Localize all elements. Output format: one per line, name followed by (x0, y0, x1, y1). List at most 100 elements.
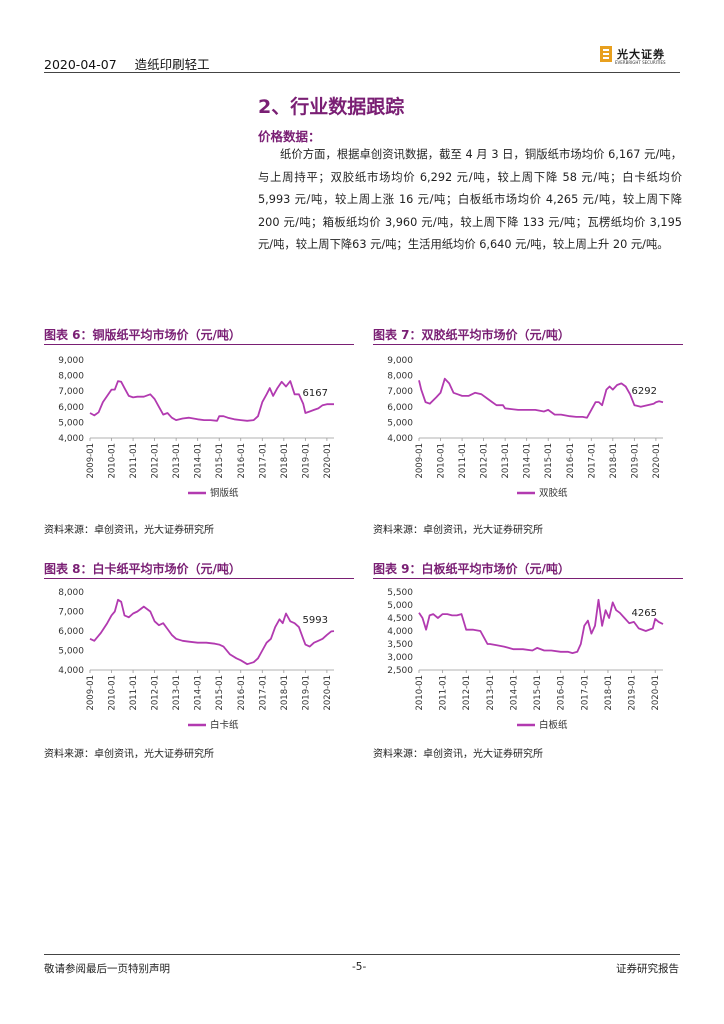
figure-6-rule (44, 344, 354, 345)
figure-7-source: 资料来源：卓创资讯，光大证券研究所 (373, 525, 543, 536)
chart-7-svg: 4,000 5,000 6,000 7,000 8,000 9,000 2009-01 201… (387, 356, 664, 499)
y-tick-label: 4,000 (387, 434, 413, 444)
figure-9-rule (373, 578, 683, 579)
page-header: 2020-04-07 造纸印刷轻工 (44, 54, 210, 73)
x-tick-label: 2014-01 (523, 443, 533, 479)
figure-7-rule (373, 344, 683, 345)
y-tick-label: 7,000 (58, 387, 84, 397)
figure-7-title: 图表 7：双胶纸平均市场价（元/吨） (373, 328, 570, 342)
y-tick-label: 4,000 (58, 434, 84, 444)
y-tick-label: 8,000 (58, 372, 84, 382)
footer-disclaimer: 敬请参阅最后一页特别声明 (44, 963, 170, 975)
x-tick-label: 2012-01 (462, 675, 472, 711)
logo-text: 光大证券 (617, 48, 665, 61)
x-tick-label: 2015-01 (544, 443, 554, 479)
x-tick-label: 2015-01 (215, 675, 225, 711)
figure-6-title: 图表 6：铜版纸平均市场价（元/吨） (44, 328, 241, 342)
x-tick-label: 2019-01 (301, 443, 311, 479)
page-number: -5- (352, 961, 367, 973)
series-line (89, 380, 334, 422)
x-tick-label: 2017-01 (587, 443, 597, 479)
y-tick-label: 9,000 (387, 356, 413, 366)
x-tick-label: 2020-01 (651, 675, 661, 711)
chart-8-svg: 4,000 5,000 6,000 7,000 8,000 2009-01 2010-01 2… (58, 588, 335, 731)
series-line (418, 377, 664, 419)
y-tick-label: 3,500 (387, 640, 413, 650)
end-value-label: 6167 (303, 388, 328, 399)
report-date: 2020-04-07 (44, 57, 117, 72)
x-tick-label: 2009-01 (86, 675, 96, 711)
y-tick-label: 4,000 (387, 627, 413, 637)
x-tick-label: 2018-01 (280, 675, 290, 711)
section-title: 2、行业数据跟踪 (258, 96, 405, 118)
legend-label: 双胶纸 (539, 487, 568, 499)
figure-8-rule (44, 578, 354, 579)
y-tick-label: 8,000 (387, 372, 413, 382)
series-line (89, 598, 335, 666)
company-logo: 光大证券 EVERBRIGHT SECURITIES (600, 46, 682, 66)
x-tick-label: 2011-01 (458, 443, 468, 479)
chart-9: 2,500 3,000 3,500 4,000 4,500 5,000 5,500 2010-… (373, 582, 683, 746)
y-tick-label: 5,000 (387, 418, 413, 428)
chart-6: 4,000 5,000 6,000 7,000 8,000 9,000 2009-01 201… (44, 350, 354, 514)
x-tick-label: 2012-01 (151, 443, 161, 479)
header-divider (44, 72, 680, 73)
x-tick-label: 2009-01 (415, 443, 425, 479)
x-tick-label: 2009-01 (86, 443, 96, 479)
figure-9-title: 图表 9：白板纸平均市场价（元/吨） (373, 562, 570, 576)
y-tick-label: 5,000 (58, 418, 84, 428)
x-tick-label: 2011-01 (129, 675, 139, 711)
x-tick-label: 2019-01 (630, 443, 640, 479)
y-tick-label: 4,500 (387, 614, 413, 624)
x-tick-label: 2013-01 (501, 443, 511, 479)
x-tick-label: 2018-01 (604, 675, 614, 711)
footer-report-type: 证券研究报告 (616, 963, 679, 975)
x-tick-label: 2020-01 (323, 675, 333, 711)
figure-8-source: 资料来源：卓创资讯，光大证券研究所 (44, 749, 214, 760)
x-tick-label: 2016-01 (557, 675, 567, 711)
section-subtitle: 价格数据： (258, 129, 321, 144)
x-tick-label: 2013-01 (172, 443, 182, 479)
x-tick-label: 2010-01 (437, 443, 447, 479)
chart-9-svg: 2,500 3,000 3,500 4,000 4,500 5,000 5,500 2010-… (387, 588, 664, 731)
footer-divider (44, 954, 680, 955)
y-tick-label: 4,000 (58, 666, 84, 676)
figure-8-title: 图表 8：白卡纸平均市场价（元/吨） (44, 562, 241, 576)
x-tick-label: 2016-01 (237, 675, 247, 711)
x-tick-label: 2019-01 (301, 675, 311, 711)
x-tick-label: 2011-01 (129, 443, 139, 479)
y-tick-label: 6,000 (58, 627, 84, 637)
y-tick-label: 9,000 (58, 356, 84, 366)
x-tick-label: 2016-01 (566, 443, 576, 479)
logo-subtext: EVERBRIGHT SECURITIES (615, 60, 666, 65)
x-tick-label: 2017-01 (258, 443, 268, 479)
logo-mark-icon (600, 46, 612, 62)
price-paragraph: 纸价方面，根据卓创资讯数据，截至 4 月 3 日，铜版纸市场均价 6,167 元… (258, 148, 682, 252)
y-tick-label: 5,000 (387, 601, 413, 611)
figure-9-source: 资料来源：卓创资讯，光大证券研究所 (373, 749, 543, 760)
chart-7: 4,000 5,000 6,000 7,000 8,000 9,000 2009-01 201… (373, 350, 683, 514)
y-tick-label: 6,000 (387, 403, 413, 413)
x-tick-label: 2015-01 (533, 675, 543, 711)
x-tick-label: 2013-01 (486, 675, 496, 711)
x-tick-label: 2020-01 (323, 443, 333, 479)
y-tick-label: 8,000 (58, 588, 84, 598)
y-tick-label: 3,000 (387, 653, 413, 663)
figure-6-source: 资料来源：卓创资讯，光大证券研究所 (44, 525, 214, 536)
end-value-label: 6292 (632, 386, 657, 397)
x-tick-label: 2015-01 (215, 443, 225, 479)
x-tick-label: 2010-01 (415, 675, 425, 711)
y-tick-label: 5,500 (387, 588, 413, 598)
x-tick-label: 2010-01 (108, 443, 118, 479)
y-tick-label: 5,000 (58, 647, 84, 657)
x-tick-label: 2019-01 (628, 675, 638, 711)
x-tick-label: 2012-01 (151, 675, 161, 711)
legend-label: 白板纸 (539, 719, 568, 731)
end-value-label: 4265 (632, 608, 657, 619)
x-tick-label: 2014-01 (194, 675, 204, 711)
end-value-label: 5993 (303, 615, 328, 626)
x-tick-label: 2014-01 (194, 443, 204, 479)
x-tick-label: 2018-01 (280, 443, 290, 479)
y-tick-label: 6,000 (58, 403, 84, 413)
chart-8: 4,000 5,000 6,000 7,000 8,000 2009-01 2010-01 2… (44, 582, 354, 746)
